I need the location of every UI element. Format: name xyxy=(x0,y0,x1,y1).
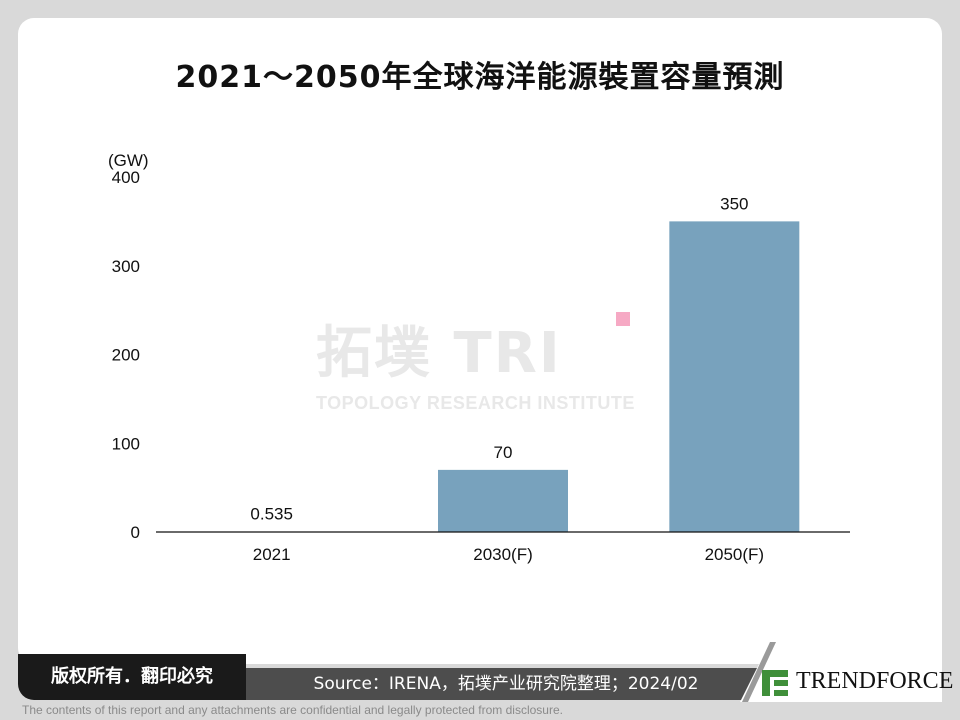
chart-title: 2021～2050年全球海洋能源裝置容量預測 xyxy=(175,60,785,95)
y-tick-label: 0 xyxy=(131,523,140,542)
y-tick-label: 100 xyxy=(112,434,140,453)
y-axis-unit: (GW) xyxy=(108,151,149,170)
bar-data-label: 70 xyxy=(494,443,513,462)
y-tick-label: 400 xyxy=(112,168,140,187)
x-tick-label: 2030(F) xyxy=(473,545,533,564)
disclaimer: The contents of this report and any atta… xyxy=(22,703,563,717)
x-axis: 2021 2030(F) 2050(F) xyxy=(156,531,850,564)
source-note: Source：IRENA，拓墣产业研究院整理；2024/02 xyxy=(246,668,766,700)
bar-chart: (GW) 0 100 200 300 400 0.535 70 350 2021 2030(F)… xyxy=(108,151,850,564)
brand-name: TRENDFORCE xyxy=(796,668,954,694)
bars: 0.535 70 350 xyxy=(206,194,800,532)
x-tick-label: 2050(F) xyxy=(705,545,765,564)
bar-data-label: 0.535 xyxy=(250,505,293,524)
chart-card: 2021～2050年全球海洋能源裝置容量預測 拓墣 TRI TOPOLOGY R… xyxy=(18,18,942,664)
bar xyxy=(669,221,800,532)
y-axis: (GW) 0 100 200 300 400 xyxy=(108,151,149,542)
bar xyxy=(438,469,568,532)
y-tick-label: 200 xyxy=(112,346,140,365)
trendforce-logo xyxy=(740,642,942,702)
x-tick-label: 2021 xyxy=(253,545,291,564)
copyright-badge: 版权所有．翻印必究 xyxy=(18,654,246,700)
trendforce-logo-icon xyxy=(762,670,788,696)
y-tick-label: 300 xyxy=(112,257,140,276)
bar-data-label: 350 xyxy=(720,194,748,213)
